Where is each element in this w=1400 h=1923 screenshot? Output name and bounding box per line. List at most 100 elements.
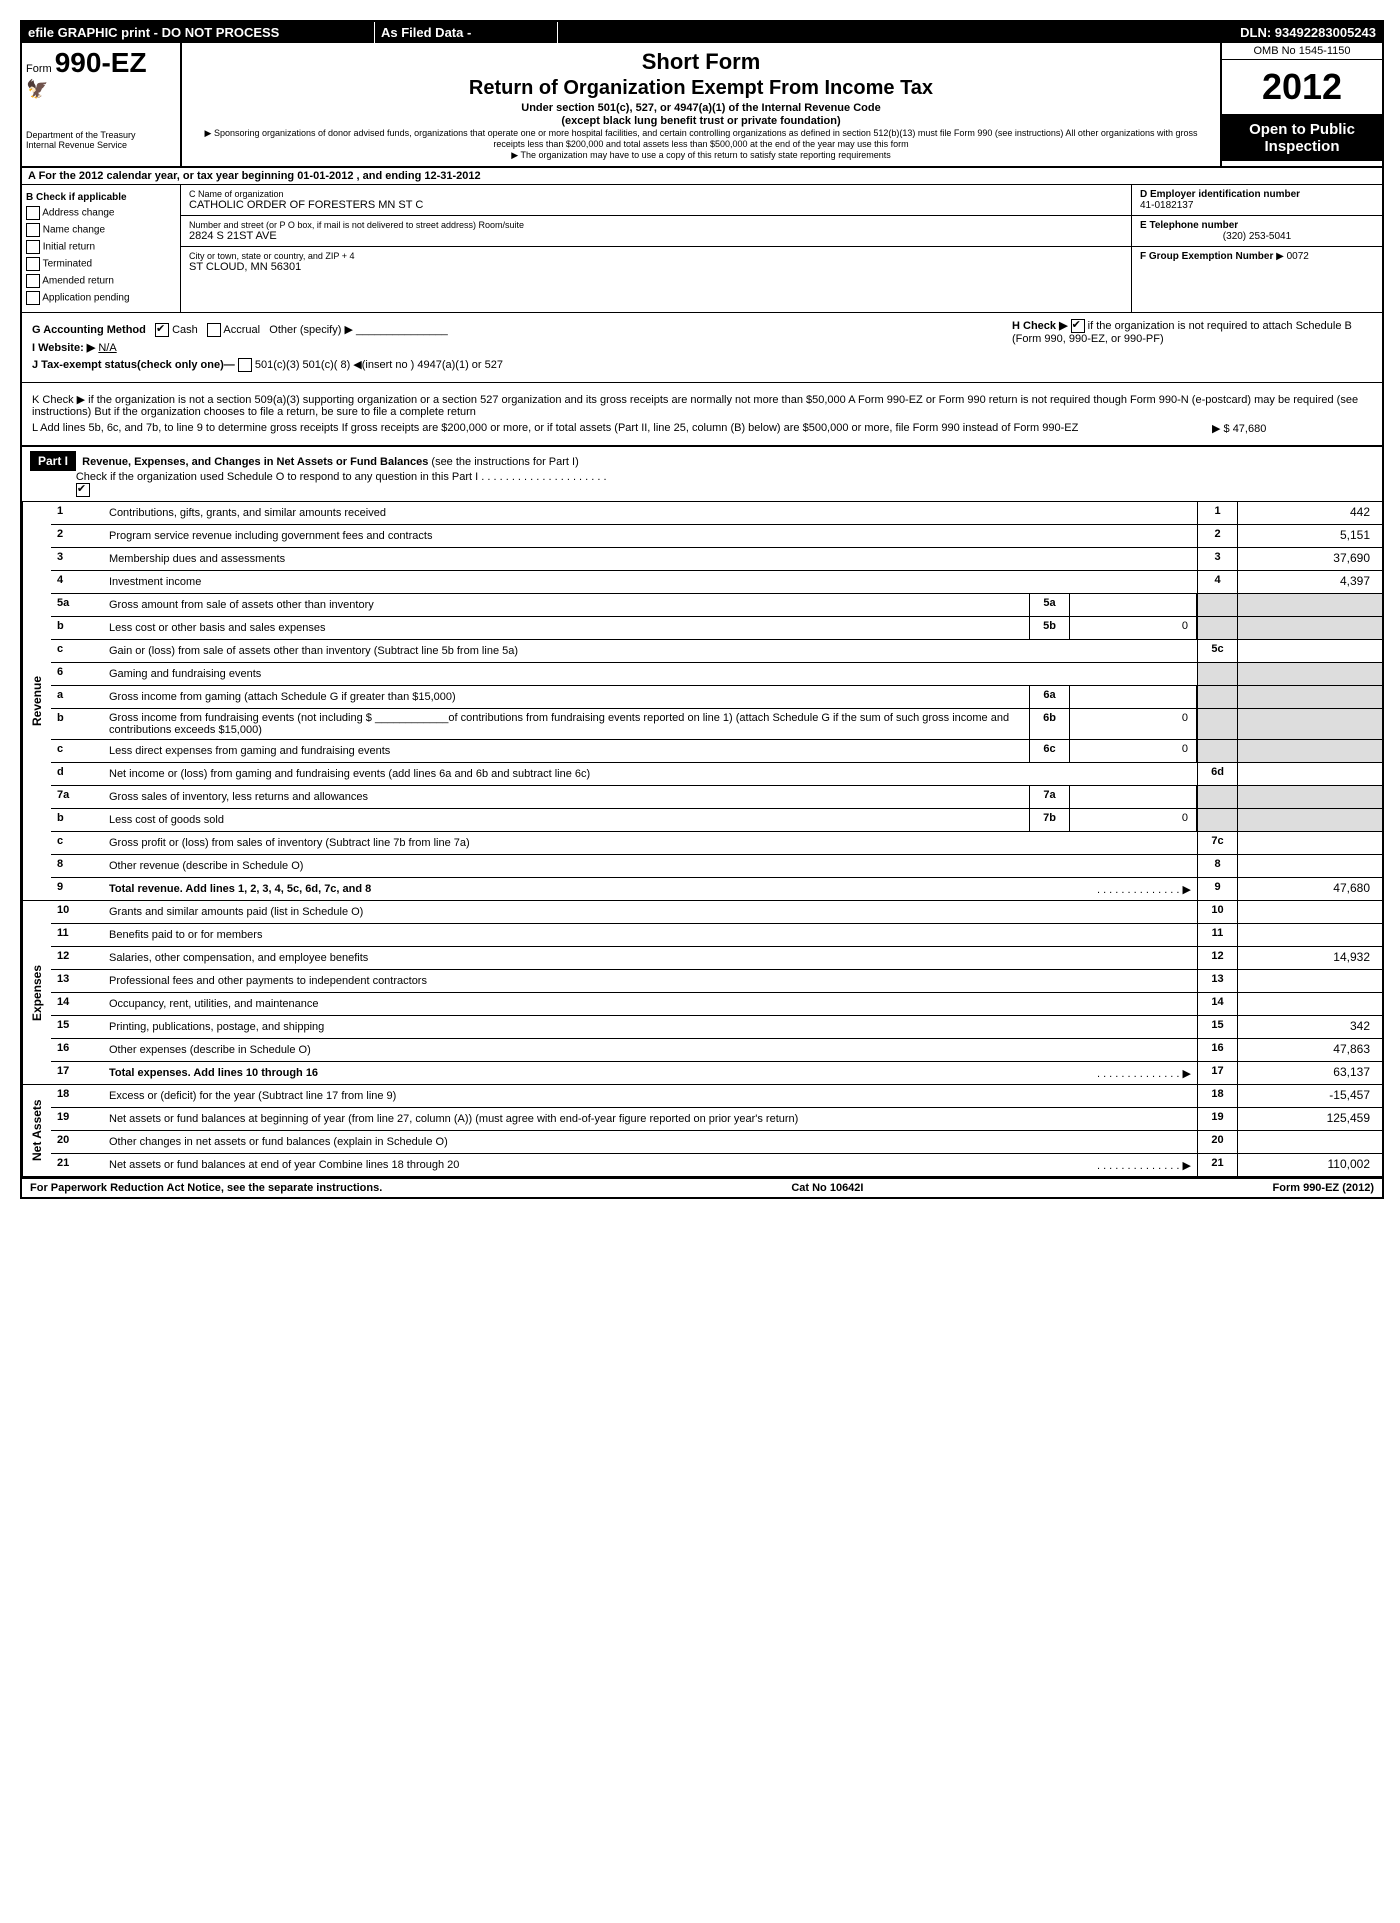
f-grp-label: F Group Exemption Number <box>1140 251 1273 262</box>
d-ein: 41-0182137 <box>1140 200 1374 211</box>
end-line-value <box>1238 832 1382 854</box>
mid-line-number: 5a <box>1029 594 1070 616</box>
line-number: 20 <box>51 1131 103 1153</box>
end-line-shaded <box>1197 740 1238 762</box>
line-number: 14 <box>51 993 103 1015</box>
end-line-number: 2 <box>1197 525 1238 547</box>
open-inspection: Open to Public Inspection <box>1222 115 1382 161</box>
form-line: 1Contributions, gifts, grants, and simil… <box>51 502 1382 525</box>
form-line: 2Program service revenue including gover… <box>51 525 1382 548</box>
form-line: 21Net assets or fund balances at end of … <box>51 1154 1382 1177</box>
line-description: Total revenue. Add lines 1, 2, 3, 4, 5c,… <box>103 878 1197 900</box>
line-description: Gross amount from sale of assets other t… <box>103 594 1029 616</box>
l-text: L Add lines 5b, 6c, and 7b, to line 9 to… <box>32 422 1192 435</box>
g-cash-check[interactable] <box>155 323 169 337</box>
b-checkbox-item[interactable]: Terminated <box>26 257 176 271</box>
end-line-number: 3 <box>1197 548 1238 570</box>
part1-label: Part I <box>30 451 76 471</box>
b-checkbox-item[interactable]: Amended return <box>26 274 176 288</box>
line-number: 7a <box>51 786 103 808</box>
l-val: ▶ $ 47,680 <box>1192 422 1372 435</box>
end-line-number: 14 <box>1197 993 1238 1015</box>
line-description: Excess or (deficit) for the year (Subtra… <box>103 1085 1197 1107</box>
end-line-number: 1 <box>1197 502 1238 524</box>
b-checkbox-item[interactable]: Initial return <box>26 240 176 254</box>
expenses-section: Expenses 10Grants and similar amounts pa… <box>22 901 1382 1085</box>
end-val-shaded <box>1238 786 1382 808</box>
line-number: a <box>51 686 103 708</box>
c-city-label: City or town, state or country, and ZIP … <box>189 251 1123 261</box>
form-line: 10Grants and similar amounts paid (list … <box>51 901 1382 924</box>
top-bar: efile GRAPHIC print - DO NOT PROCESS As … <box>22 22 1382 43</box>
line-number: 16 <box>51 1039 103 1061</box>
end-line-value <box>1238 970 1382 992</box>
header: Form 990-EZ 🦅 Department of the Treasury… <box>22 43 1382 168</box>
end-line-value: 4,397 <box>1238 571 1382 593</box>
e-tel-label: E Telephone number <box>1140 220 1374 231</box>
line-description: Less cost of goods sold <box>103 809 1029 831</box>
line-number: d <box>51 763 103 785</box>
line-description: Other revenue (describe in Schedule O) <box>103 855 1197 877</box>
sub2: (except black lung benefit trust or priv… <box>192 115 1210 127</box>
h-check[interactable] <box>1071 319 1085 333</box>
end-line-value: 14,932 <box>1238 947 1382 969</box>
g-label: G Accounting Method <box>32 324 146 336</box>
form-line: 5aGross amount from sale of assets other… <box>51 594 1382 617</box>
line-description: Gain or (loss) from sale of assets other… <box>103 640 1197 662</box>
sub1: Under section 501(c), 527, or 4947(a)(1)… <box>192 102 1210 114</box>
mid-line-number: 7b <box>1029 809 1070 831</box>
line-description: Benefits paid to or for members <box>103 924 1197 946</box>
end-line-number: 7c <box>1197 832 1238 854</box>
mid-line-value: 0 <box>1070 709 1197 739</box>
line-number: 6 <box>51 663 103 685</box>
expenses-label: Expenses <box>22 901 51 1085</box>
line-number: 11 <box>51 924 103 946</box>
header-right: OMB No 1545-1150 2012 Open to Public Ins… <box>1220 43 1382 166</box>
end-line-shaded <box>1197 809 1238 831</box>
line-description: Less cost or other basis and sales expen… <box>103 617 1029 639</box>
form-number: 990-EZ <box>55 47 147 78</box>
c-name-label: C Name of organization <box>189 189 1123 199</box>
end-line-shaded <box>1197 786 1238 808</box>
line-number: 21 <box>51 1154 103 1176</box>
form-line: cGross profit or (loss) from sales of in… <box>51 832 1382 855</box>
end-line-number: 15 <box>1197 1016 1238 1038</box>
footer-right: Form 990-EZ (2012) <box>1273 1182 1374 1194</box>
end-line-number: 4 <box>1197 571 1238 593</box>
b-header: B Check if applicable <box>26 192 176 203</box>
line-number: 18 <box>51 1085 103 1107</box>
line-number: 8 <box>51 855 103 877</box>
line-description: Net assets or fund balances at beginning… <box>103 1108 1197 1130</box>
end-line-shaded <box>1197 594 1238 616</box>
mid-line-number: 6b <box>1029 709 1070 739</box>
form-line: aGross income from gaming (attach Schedu… <box>51 686 1382 709</box>
form-line: 12Salaries, other compensation, and empl… <box>51 947 1382 970</box>
b-checkbox-item[interactable]: Name change <box>26 223 176 237</box>
b-checkbox-item[interactable]: Application pending <box>26 291 176 305</box>
footer-mid: Cat No 10642I <box>382 1182 1272 1194</box>
mid-line-number: 6a <box>1029 686 1070 708</box>
topbar-right: DLN: 93492283005243 <box>1234 22 1382 43</box>
line-number: 9 <box>51 878 103 900</box>
form-line: 6Gaming and fundraising events <box>51 663 1382 686</box>
form-line: 13Professional fees and other payments t… <box>51 970 1382 993</box>
end-line-number: 8 <box>1197 855 1238 877</box>
g-accrual-check[interactable] <box>207 323 221 337</box>
form-line: 18Excess or (deficit) for the year (Subt… <box>51 1085 1382 1108</box>
mid-line-value <box>1070 686 1197 708</box>
line-number: b <box>51 809 103 831</box>
line-number: 17 <box>51 1062 103 1084</box>
mid-line-value: 0 <box>1070 740 1197 762</box>
part1-schedule-o-check[interactable] <box>76 483 90 497</box>
end-line-value: 47,680 <box>1238 878 1382 900</box>
part1-note: (see the instructions for Part I) <box>431 456 578 468</box>
line-number: 12 <box>51 947 103 969</box>
b-checkbox-item[interactable]: Address change <box>26 206 176 220</box>
end-line-number: 17 <box>1197 1062 1238 1084</box>
netassets-section: Net Assets 18Excess or (deficit) for the… <box>22 1085 1382 1179</box>
end-line-number: 12 <box>1197 947 1238 969</box>
end-line-number: 18 <box>1197 1085 1238 1107</box>
info-kl: K Check ▶ if the organization is not a s… <box>22 383 1382 447</box>
form-line: 7aGross sales of inventory, less returns… <box>51 786 1382 809</box>
form-line: 4Investment income44,397 <box>51 571 1382 594</box>
